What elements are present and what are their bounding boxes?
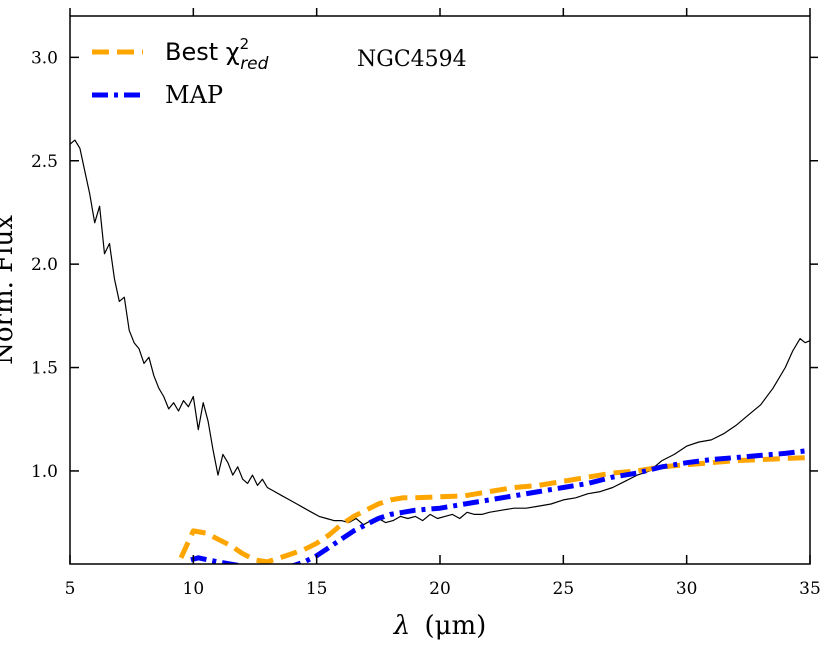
legend: Best χ2 red MAP: [92, 35, 269, 109]
legend-map-label: MAP: [165, 81, 223, 109]
legend-best-chi2-main: Best χ: [165, 38, 240, 66]
y-tick-label-2: 2.0: [31, 255, 58, 275]
plot-background: [70, 16, 810, 564]
x-tick-label-5: 5: [65, 579, 76, 599]
galaxy-annotation: NGC4594: [357, 47, 467, 72]
tick-layer: 5 10 15 20 25 30 35 1.0 1.5 2.0 2.5 3.0: [31, 8, 821, 599]
y-axis-label: Norm. Flux: [0, 215, 19, 365]
y-tick-label-1.5: 1.5: [31, 359, 58, 379]
x-tick-label-25: 25: [553, 579, 575, 599]
legend-best-chi2-sub: red: [240, 54, 268, 74]
legend-best-chi2-sup: 2: [240, 35, 250, 53]
y-tick-label-1: 1.0: [31, 462, 58, 482]
y-tick-label-3: 3.0: [31, 48, 58, 68]
legend-best-chi2-label: Best χ2 red: [165, 35, 269, 74]
x-tick-label-15: 15: [306, 579, 328, 599]
x-axis-label: λ (μm): [393, 611, 487, 641]
x-tick-label-20: 20: [429, 579, 451, 599]
x-axis-label-units: (μm): [424, 611, 486, 641]
x-tick-label-35: 35: [799, 579, 821, 599]
y-tick-label-2.5: 2.5: [31, 152, 58, 172]
x-axis-label-greek: λ: [393, 611, 410, 641]
series-line-2: [190, 447, 810, 564]
series-line-0: [70, 139, 810, 526]
x-tick-label-30: 30: [676, 579, 698, 599]
x-tick-label-10: 10: [183, 579, 205, 599]
series-layer: [70, 139, 810, 564]
